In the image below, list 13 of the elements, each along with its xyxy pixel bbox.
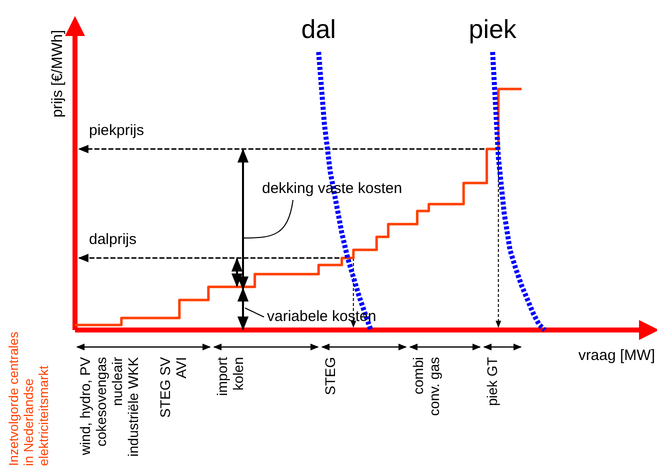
text: STEG [322, 357, 338, 396]
series-label: dal [301, 14, 336, 44]
text: import kolen [214, 356, 246, 396]
series-label: piek [468, 14, 518, 44]
annotation: dekking vaste kosten [262, 180, 402, 197]
text: piek GT [484, 356, 500, 406]
text: combi conv. gas [410, 357, 442, 416]
text: Inzetvolgorde centrales in Nederlandse elektriciteitsmarkt [6, 331, 51, 466]
ref-line-label: piekprijs [89, 122, 144, 140]
y-axis-title: prijs [€/MWh] [49, 30, 66, 118]
ref-line-label: dalprijs [89, 231, 137, 248]
x-axis-title: vraag [MW] [578, 347, 655, 364]
text: wind, hydro, PV cokesovengas nucleair industriële WKK STEG SV AVI [77, 356, 189, 457]
